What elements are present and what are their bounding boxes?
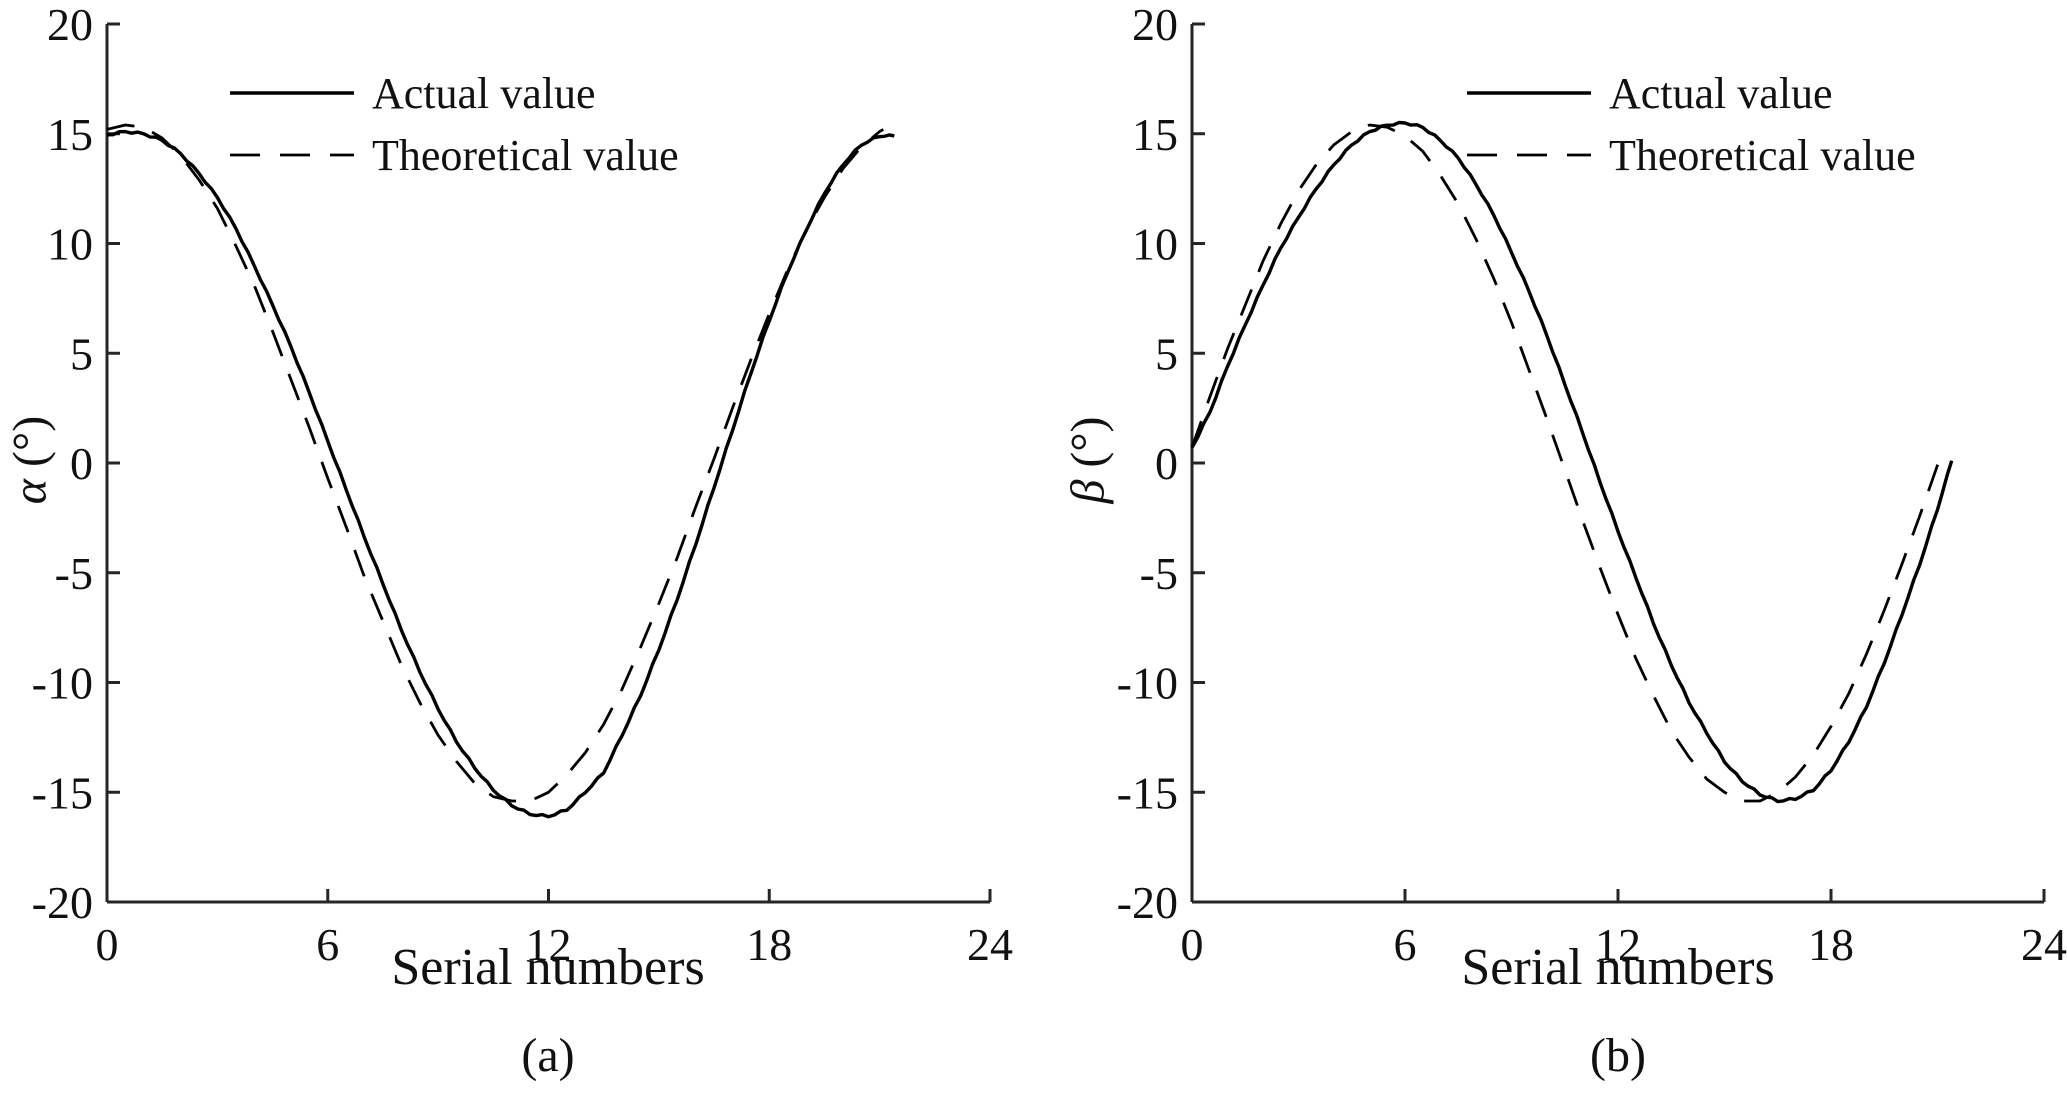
panel-a: 0 6 12 18 24 -20 -15 -10 -5 0 5 10 15 20 α (°) Actual… bbox=[0, 0, 1033, 1106]
legend-line-solid-icon bbox=[1467, 91, 1591, 95]
x-tick-label: 6 bbox=[1394, 919, 1417, 970]
x-tick-label: 0 bbox=[96, 919, 119, 970]
x-tick-label: 24 bbox=[2021, 919, 2067, 970]
y-tick-label: 10 bbox=[47, 219, 93, 270]
x-axis-label-b: Serial numbers bbox=[1461, 939, 1775, 996]
y-tick-label: 15 bbox=[1132, 109, 1178, 160]
x-tick-label: 24 bbox=[967, 919, 1013, 970]
y-tick-label: 20 bbox=[1132, 0, 1178, 50]
y-tick-label: -10 bbox=[1117, 658, 1178, 709]
panel-b: 0 6 12 18 24 -20 -15 -10 -5 0 5 10 15 20 β (°) Actual… bbox=[1033, 0, 2067, 1106]
x-axis-label-a: Serial numbers bbox=[391, 939, 705, 996]
x-tick-label: 18 bbox=[1808, 919, 1854, 970]
plot-area-a: 0 6 12 18 24 -20 -15 -10 -5 0 5 10 15 20 bbox=[32, 0, 1013, 970]
legend-label-theoretical: Theoretical value bbox=[372, 130, 679, 180]
legend-line-dashed-icon bbox=[230, 153, 354, 157]
x-tick-label: 6 bbox=[316, 919, 339, 970]
legend-line-dashed-icon bbox=[1467, 153, 1591, 157]
y-tick-label: 0 bbox=[70, 438, 93, 489]
y-tick-label: -20 bbox=[32, 877, 93, 928]
y-tick-label: 0 bbox=[1155, 438, 1178, 489]
legend-line-solid-icon bbox=[230, 91, 354, 95]
x-tick-label: 12 bbox=[526, 919, 572, 970]
y-axis-unit-a: (°) bbox=[3, 415, 57, 479]
plot-area-b: 0 6 12 18 24 -20 -15 -10 -5 0 5 10 15 20 bbox=[1117, 0, 2067, 970]
y-tick-label: 15 bbox=[47, 109, 93, 160]
panel-caption-a: (a) bbox=[521, 1029, 575, 1082]
series-line-theoretical bbox=[106, 123, 885, 803]
y-tick-label: -15 bbox=[1117, 767, 1178, 818]
series-line-actual bbox=[1190, 120, 1954, 804]
y-tick-label: -20 bbox=[1117, 877, 1178, 928]
legend-b: Actual value Theoretical value bbox=[1465, 62, 1916, 186]
y-axis-label-b: β (°) bbox=[1061, 416, 1116, 503]
series-line-theoretical bbox=[1190, 123, 1946, 803]
x-tick-label: 12 bbox=[1595, 919, 1641, 970]
y-axis-symbol-b: β bbox=[1061, 479, 1115, 504]
y-tick-label: 5 bbox=[70, 328, 93, 379]
y-axis-label-a: α (°) bbox=[3, 416, 58, 504]
y-tick-label: 10 bbox=[1132, 219, 1178, 270]
legend-label-theoretical: Theoretical value bbox=[1609, 130, 1916, 180]
legend-a: Actual value Theoretical value bbox=[228, 62, 679, 186]
legend-row-theoretical: Theoretical value bbox=[1465, 124, 1916, 186]
legend-row-theoretical: Theoretical value bbox=[228, 124, 679, 186]
legend-label-actual: Actual value bbox=[1609, 68, 1833, 118]
y-tick-label: 5 bbox=[1155, 328, 1178, 379]
y-tick-label: -15 bbox=[32, 767, 93, 818]
y-tick-label: -5 bbox=[1140, 548, 1178, 599]
x-tick-label: 0 bbox=[1181, 919, 1204, 970]
series-line-actual bbox=[106, 129, 895, 819]
legend-row-actual: Actual value bbox=[1465, 62, 1916, 124]
y-tick-label: 20 bbox=[47, 0, 93, 50]
y-tick-label: -10 bbox=[32, 658, 93, 709]
y-axis-symbol-a: α bbox=[3, 478, 57, 505]
legend-row-actual: Actual value bbox=[228, 62, 679, 124]
panel-caption-b: (b) bbox=[1590, 1029, 1646, 1082]
legend-label-actual: Actual value bbox=[372, 68, 596, 118]
x-tick-label: 18 bbox=[746, 919, 792, 970]
y-axis-unit-b: (°) bbox=[1061, 416, 1115, 480]
y-tick-label: -5 bbox=[55, 548, 93, 599]
